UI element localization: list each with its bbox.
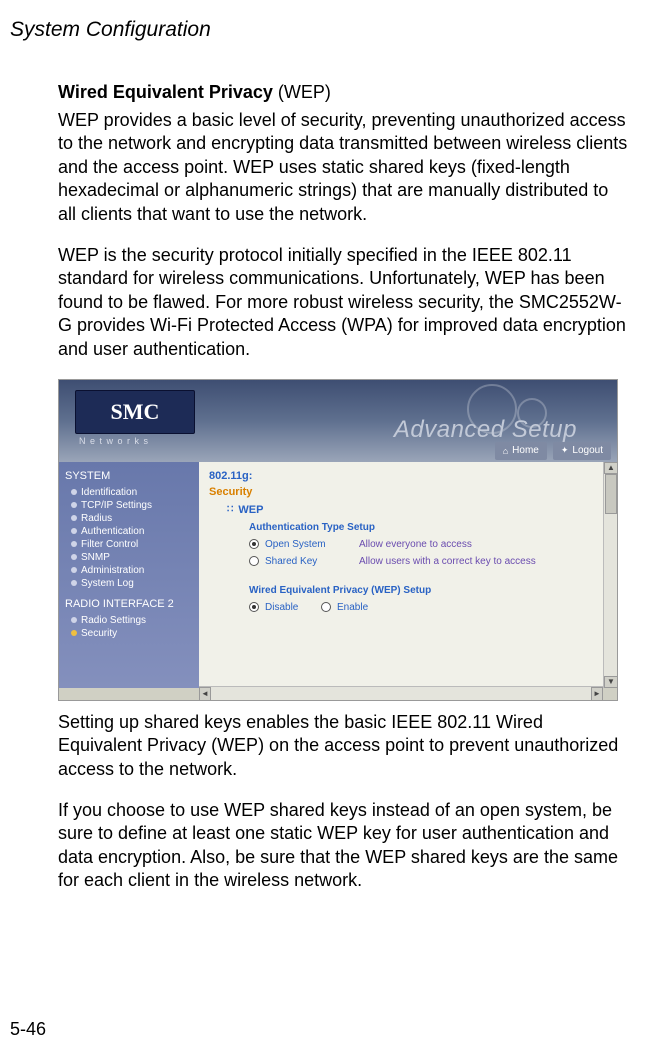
home-label: Home: [512, 445, 539, 456]
scroll-thumb[interactable]: [605, 474, 617, 514]
dots-icon: ∷: [227, 504, 232, 515]
sidebar-item-authentication[interactable]: Authentication: [65, 525, 193, 538]
heading-line: Wired Equivalent Privacy (WEP): [58, 82, 631, 103]
open-system-desc: Allow everyone to access: [359, 539, 472, 550]
sidebar-item-administration[interactable]: Administration: [65, 564, 193, 577]
page-header: System Configuration: [10, 18, 631, 42]
banner: SMC N e t w o r k s Advanced Setup ⌂ Hom…: [59, 380, 617, 462]
disable-label: Disable: [265, 602, 315, 613]
scroll-right-arrow[interactable]: ►: [591, 687, 603, 701]
scroll-down-arrow[interactable]: ▼: [604, 676, 618, 688]
paragraph-1: WEP provides a basic level of security, …: [58, 109, 631, 226]
open-system-label: Open System: [265, 539, 353, 550]
shared-key-desc: Allow users with a correct key to access: [359, 556, 536, 567]
horizontal-scrollbar[interactable]: ◄ ►: [199, 686, 603, 700]
sidebar: SYSTEM Identification TCP/IP Settings Ra…: [59, 462, 199, 688]
panel-section-label: Security: [209, 486, 607, 498]
config-screenshot: SMC N e t w o r k s Advanced Setup ⌂ Hom…: [58, 379, 618, 701]
home-icon: ⌂: [503, 446, 508, 456]
wep-label: WEP: [238, 504, 263, 516]
sidebar-item-radiosettings[interactable]: Radio Settings: [65, 614, 193, 627]
wep-enable-radio[interactable]: [321, 602, 331, 612]
scroll-up-arrow[interactable]: ▲: [604, 462, 618, 474]
banner-title: Advanced Setup: [394, 416, 577, 444]
panel-top-label: 802.11g:: [209, 470, 607, 482]
sidebar-item-systemlog[interactable]: System Log: [65, 577, 193, 590]
heading-bold: Wired Equivalent Privacy: [58, 82, 273, 102]
logout-icon: ✦: [561, 445, 569, 456]
sidebar-item-radius[interactable]: Radius: [65, 512, 193, 525]
logo-subtext: N e t w o r k s: [79, 436, 149, 446]
sidebar-head-radio: RADIO INTERFACE 2: [65, 598, 193, 610]
heading-rest: (WEP): [273, 82, 331, 102]
content-panel: 802.11g: Security ∷ WEP Authentication T…: [199, 462, 617, 688]
page-number: 5-46: [10, 1019, 46, 1040]
wep-setup-heading: Wired Equivalent Privacy (WEP) Setup: [249, 585, 607, 596]
smc-logo: SMC: [75, 390, 195, 434]
sidebar-item-security[interactable]: Security: [65, 627, 193, 640]
paragraph-4: If you choose to use WEP shared keys ins…: [58, 799, 631, 893]
paragraph-3: Setting up shared keys enables the basic…: [58, 711, 631, 781]
sidebar-item-tcpip[interactable]: TCP/IP Settings: [65, 499, 193, 512]
logout-label: Logout: [572, 445, 603, 456]
logout-button[interactable]: ✦ Logout: [553, 442, 611, 460]
home-button[interactable]: ⌂ Home: [495, 442, 547, 460]
vertical-scrollbar[interactable]: ▲ ▼: [603, 462, 617, 688]
open-system-radio[interactable]: [249, 539, 259, 549]
auth-type-heading: Authentication Type Setup: [249, 522, 607, 533]
wep-disable-radio[interactable]: [249, 602, 259, 612]
shared-key-label: Shared Key: [265, 556, 353, 567]
sidebar-head-system: SYSTEM: [65, 470, 193, 482]
sidebar-item-snmp[interactable]: SNMP: [65, 551, 193, 564]
enable-label: Enable: [337, 602, 425, 613]
scroll-left-arrow[interactable]: ◄: [199, 687, 211, 701]
shared-key-radio[interactable]: [249, 556, 259, 566]
sidebar-item-filter[interactable]: Filter Control: [65, 538, 193, 551]
sidebar-item-identification[interactable]: Identification: [65, 486, 193, 499]
paragraph-2: WEP is the security protocol initially s…: [58, 244, 631, 361]
